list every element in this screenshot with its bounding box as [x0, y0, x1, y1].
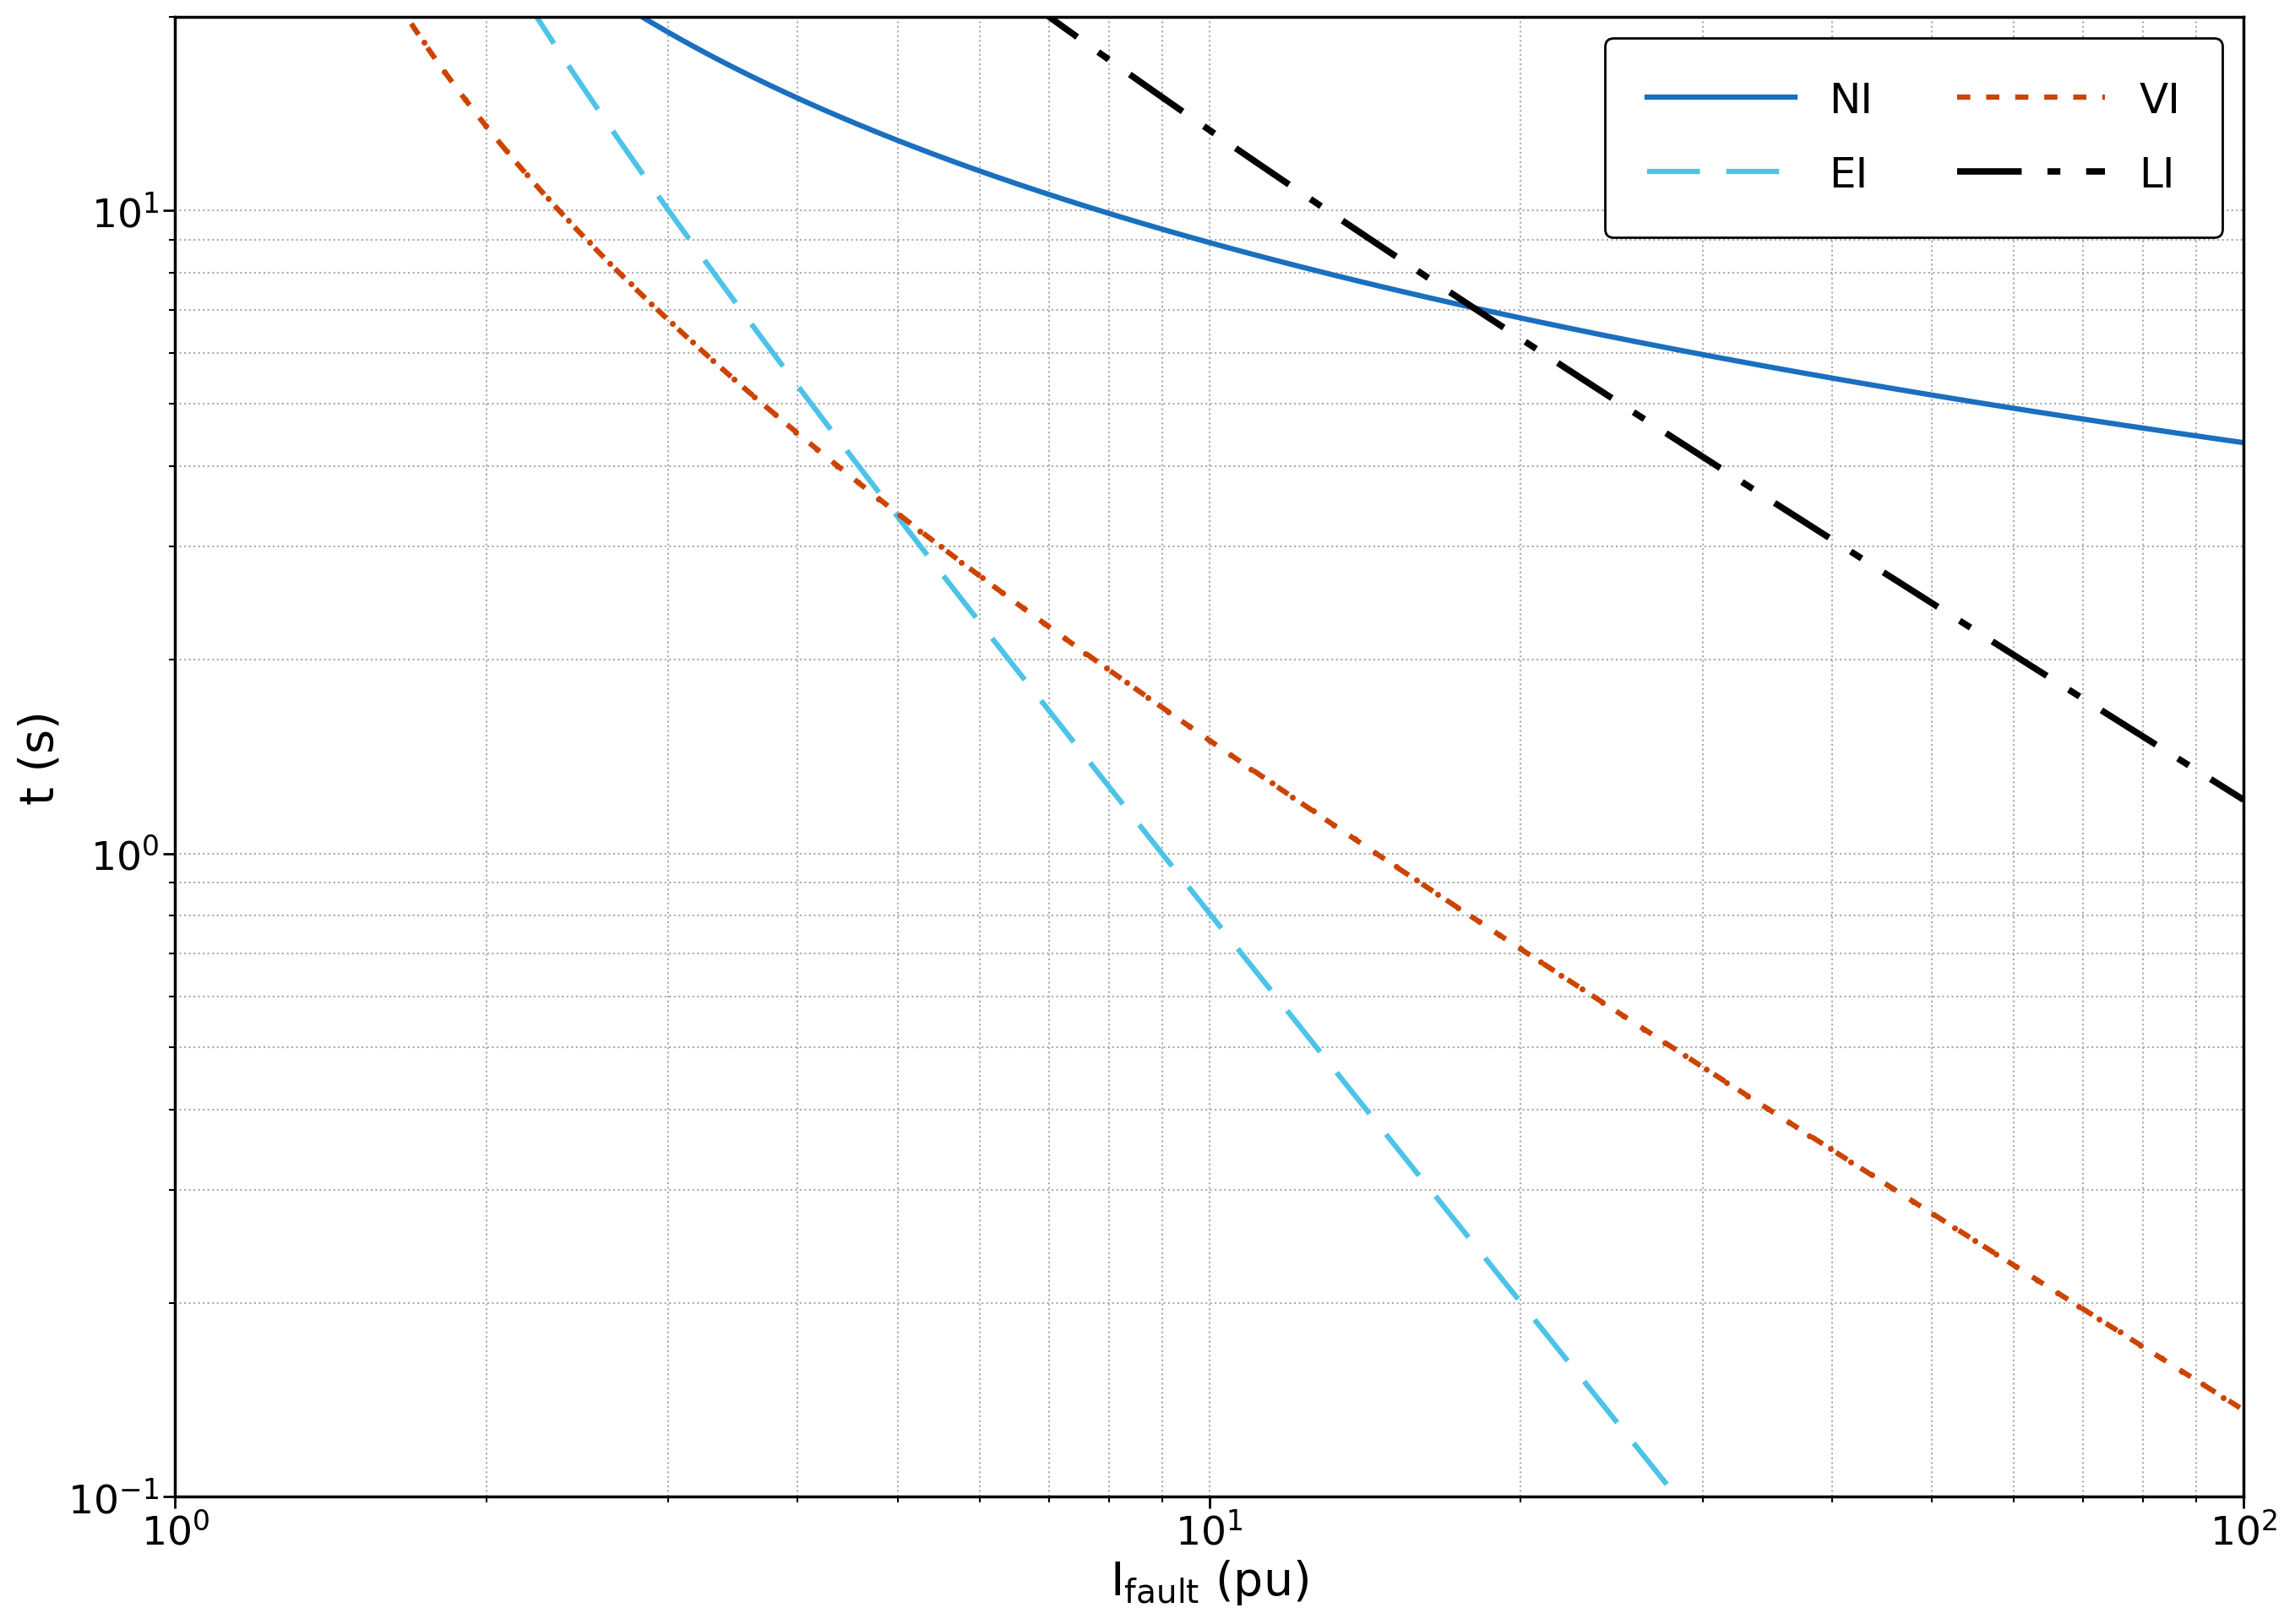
VI — [1506, 939, 1533, 958]
Line: NI: NI — [174, 0, 2245, 443]
EI — [1506, 1293, 1533, 1312]
VI — [952, 557, 980, 577]
NI — [952, 158, 980, 177]
NI — [1861, 377, 1889, 396]
NI — [2231, 434, 2258, 453]
Line: VI: VI — [174, 0, 2245, 1410]
Line: EI: EI — [174, 0, 2245, 1624]
LI — [2231, 791, 2258, 810]
EI — [1402, 1161, 1430, 1181]
EI — [537, 31, 565, 50]
NI — [1506, 309, 1533, 328]
LI — [1506, 330, 1533, 349]
VI — [537, 193, 565, 213]
Y-axis label: t (s): t (s) — [18, 710, 64, 804]
Legend: NI, EI, VI, LI: NI, EI, VI, LI — [1604, 39, 2222, 237]
Line: LI: LI — [174, 0, 2245, 801]
EI — [952, 594, 980, 614]
VI — [1402, 870, 1430, 890]
EI — [1705, 1540, 1733, 1559]
LI — [1705, 458, 1733, 477]
VI — [1705, 1067, 1733, 1086]
X-axis label: $\mathregular{I_{fault}}$ (pu): $\mathregular{I_{fault}}$ (pu) — [1111, 1557, 1308, 1606]
VI — [2231, 1400, 2258, 1419]
NI — [1705, 349, 1733, 369]
LI — [1402, 260, 1430, 279]
NI — [1402, 286, 1430, 305]
VI — [1861, 1168, 1889, 1187]
LI — [1861, 559, 1889, 578]
